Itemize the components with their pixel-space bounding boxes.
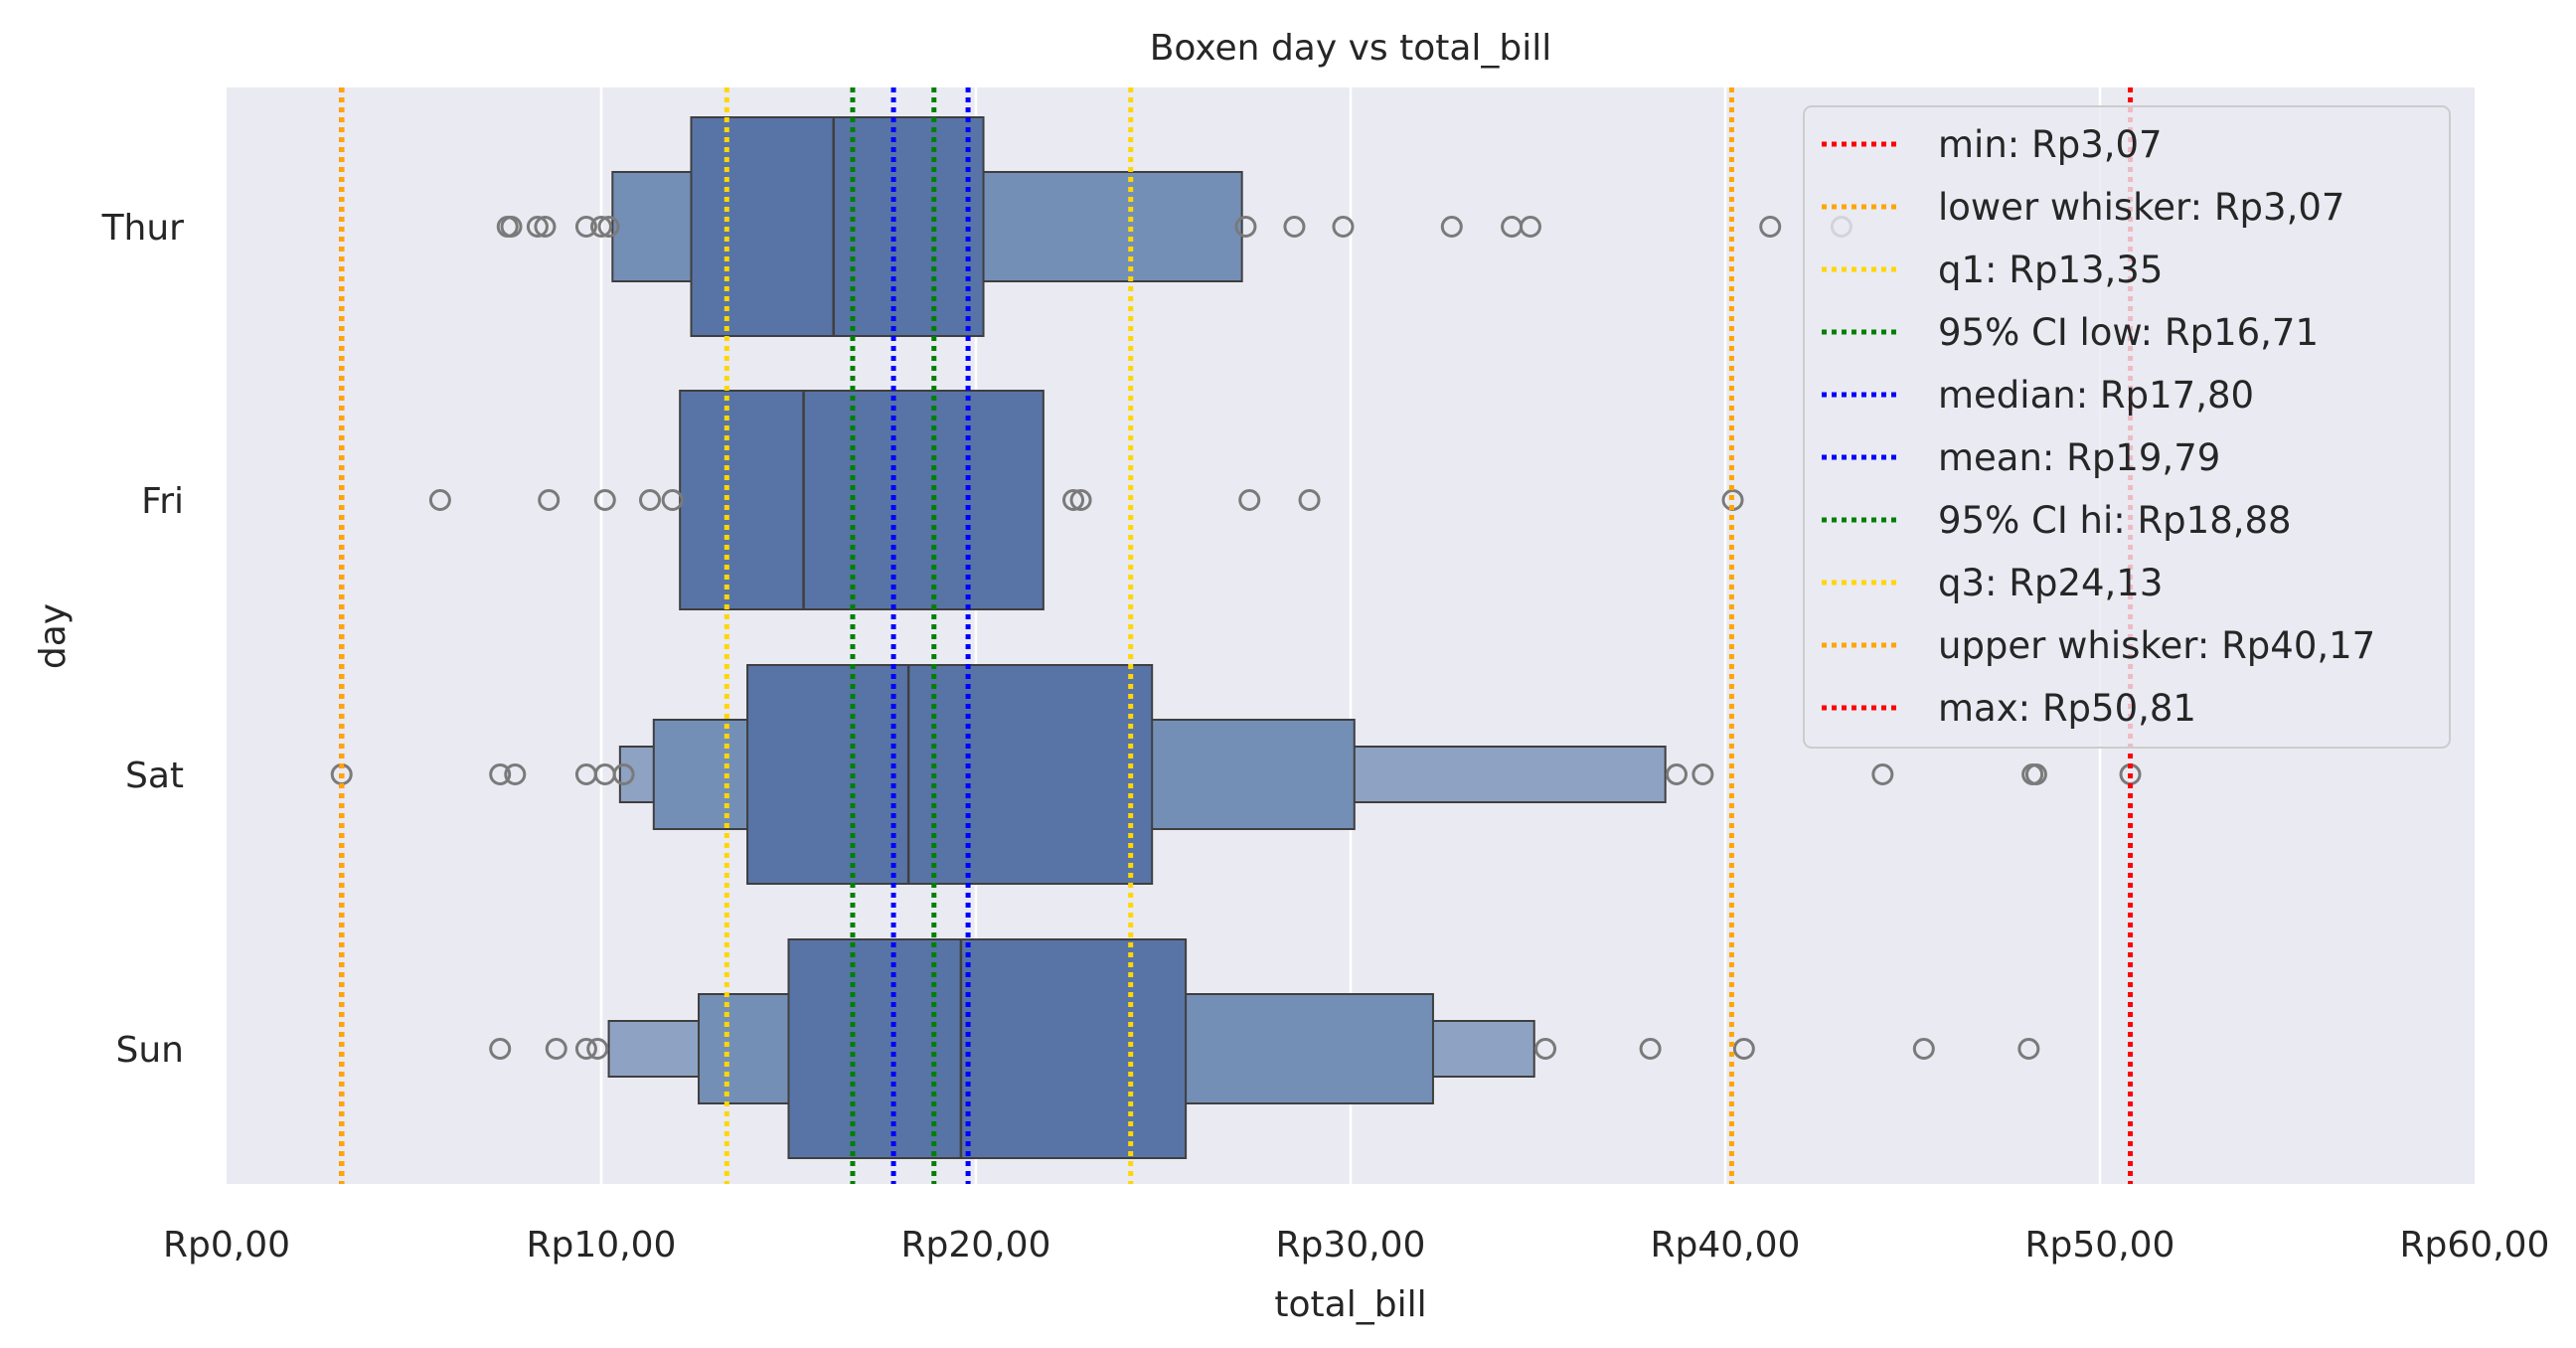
x-tick-label: Rp60,00 <box>2400 1225 2550 1265</box>
outlier-point <box>1283 216 1306 238</box>
boxen-box <box>787 938 1188 1159</box>
x-tick-label: Rp10,00 <box>527 1225 677 1265</box>
legend-label: q3: Rp24,13 <box>1938 562 2163 604</box>
outlier-point <box>597 216 620 238</box>
outlier-point <box>1234 216 1257 238</box>
boxen-box <box>690 116 985 337</box>
outlier-point <box>526 216 549 238</box>
boxen-box <box>746 664 1154 885</box>
legend-label: mean: Rp19,79 <box>1938 436 2220 479</box>
outlier-point <box>428 489 451 511</box>
y-tick-label: Sun <box>116 1030 184 1071</box>
x-tick-label: Rp0,00 <box>163 1225 290 1265</box>
outlier-point <box>1691 763 1714 785</box>
outlier-point <box>1298 489 1321 511</box>
y-tick-label: Thur <box>101 208 185 249</box>
boxen-box <box>679 390 1045 610</box>
outlier-point <box>538 489 561 511</box>
x-tick-label: Rp20,00 <box>901 1225 1051 1265</box>
legend-label: min: Rp3,07 <box>1938 123 2163 166</box>
outlier-point <box>1732 1038 1755 1060</box>
x-tick-label: Rp30,00 <box>1276 1225 1426 1265</box>
outlier-point <box>1238 489 1261 511</box>
legend-label: 95% CI low: Rp16,71 <box>1938 311 2319 354</box>
outlier-point <box>661 489 684 511</box>
legend: min: Rp3,07 lower whisker: Rp3,07 q1: Rp13… <box>1803 105 2451 749</box>
outlier-point <box>504 763 527 785</box>
outlier-point <box>1069 489 1092 511</box>
y-axis-label: day <box>33 603 74 669</box>
outlier-point <box>1534 1038 1557 1060</box>
outlier-point <box>1062 489 1085 511</box>
outlier-point <box>574 216 597 238</box>
chart-title: Boxen day vs total_bill <box>1150 28 1552 69</box>
outlier-point <box>639 489 662 511</box>
outlier-point <box>1440 216 1463 238</box>
legend-label: q1: Rp13,35 <box>1938 249 2163 291</box>
y-tick-label: Fri <box>141 481 184 522</box>
outlier-point <box>1759 216 1782 238</box>
outlier-point <box>1912 1038 1935 1060</box>
y-tick-label: Sat <box>125 756 184 796</box>
legend-frame <box>1803 105 2451 749</box>
outlier-point <box>489 1038 512 1060</box>
legend-label: max: Rp50,81 <box>1938 687 2196 730</box>
x-axis-label: total_bill <box>1274 1284 1426 1325</box>
outlier-point <box>1639 1038 1662 1060</box>
outlier-point <box>500 216 523 238</box>
x-tick-label: Rp40,00 <box>1651 1225 1801 1265</box>
boxen-series <box>607 116 1667 1159</box>
outlier-point <box>586 1038 609 1060</box>
outlier-point <box>545 1038 567 1060</box>
legend-label: lower whisker: Rp3,07 <box>1938 186 2344 229</box>
outlier-point <box>1332 216 1355 238</box>
outlier-point <box>593 489 616 511</box>
outlier-point <box>1519 216 1541 238</box>
outlier-point <box>590 216 612 238</box>
y-axis-ticks: Thur Fri Sat Sun <box>101 208 185 1071</box>
legend-label: 95% CI hi: Rp18,88 <box>1938 499 2292 542</box>
outlier-point <box>1665 763 1688 785</box>
outlier-point <box>1871 763 1894 785</box>
outlier-point <box>534 216 557 238</box>
outlier-point <box>574 1038 597 1060</box>
outlier-point <box>2017 1038 2040 1060</box>
outlier-point <box>2024 763 2047 785</box>
legend-label: upper whisker: Rp40,17 <box>1938 624 2375 667</box>
outlier-point <box>489 763 512 785</box>
outlier-point <box>612 763 635 785</box>
x-axis-ticks: Rp0,00 Rp10,00 Rp20,00 Rp30,00 Rp40,00 Rp50,0… <box>163 1225 2549 1265</box>
legend-label: median: Rp17,80 <box>1938 374 2254 417</box>
x-tick-label: Rp50,00 <box>2025 1225 2175 1265</box>
